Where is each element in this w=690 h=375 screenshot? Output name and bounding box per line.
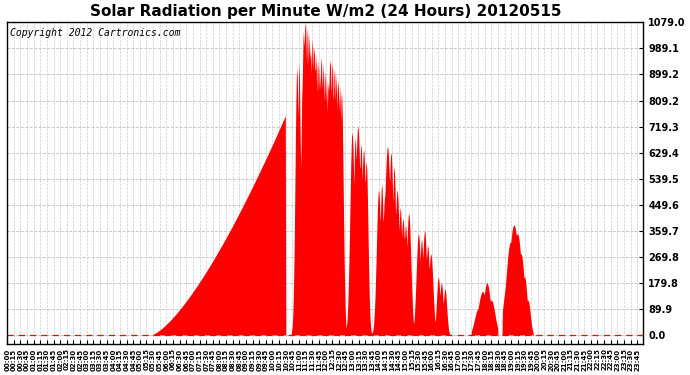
Text: Copyright 2012 Cartronics.com: Copyright 2012 Cartronics.com	[10, 28, 181, 38]
Title: Solar Radiation per Minute W/m2 (24 Hours) 20120515: Solar Radiation per Minute W/m2 (24 Hour…	[90, 4, 561, 19]
